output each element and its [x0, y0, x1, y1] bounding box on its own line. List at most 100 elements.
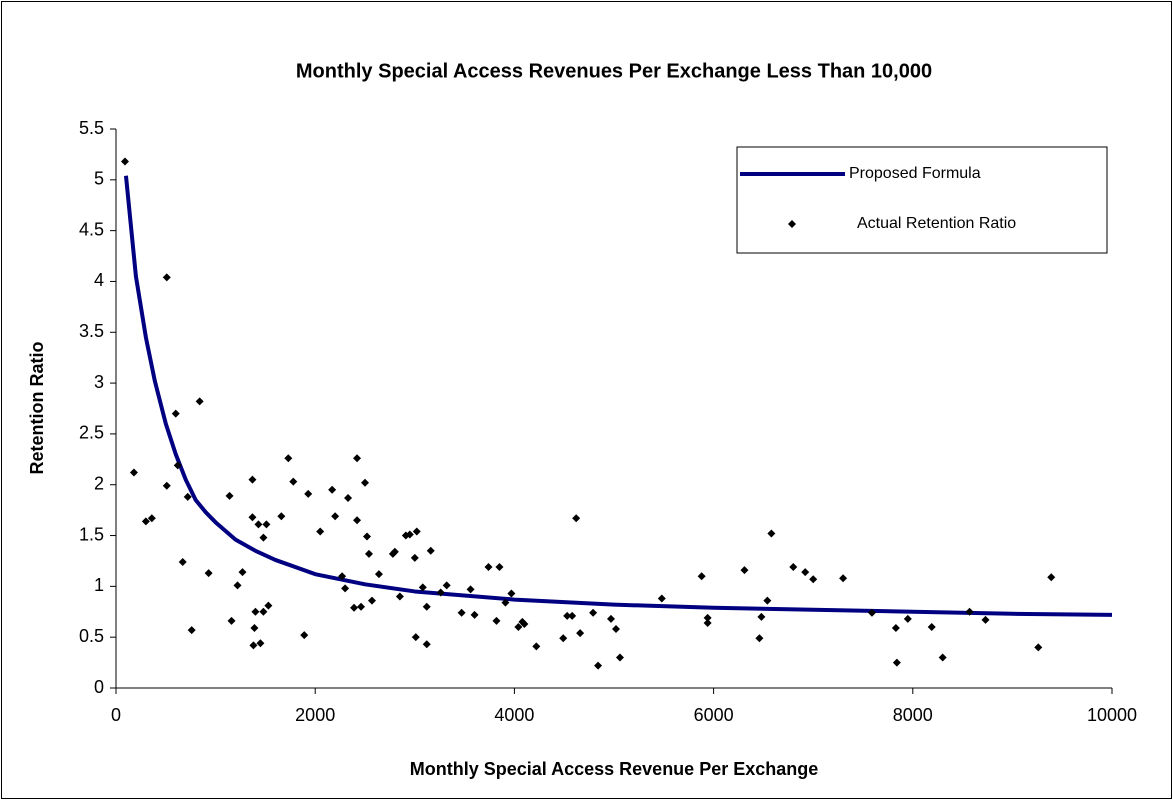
data-point [576, 629, 585, 638]
legend-label: Proposed Formula [849, 165, 981, 182]
data-point [395, 592, 404, 601]
x-tick-label: 10000 [1087, 705, 1137, 725]
x-tick-label: 6000 [694, 705, 734, 725]
data-point [892, 658, 901, 667]
data-point [173, 461, 182, 470]
x-tick-label: 0 [111, 705, 121, 725]
data-point [492, 616, 501, 625]
data-point [248, 475, 257, 484]
legend-marker [788, 220, 796, 228]
y-tick-label: 0.5 [79, 626, 104, 646]
data-point [227, 616, 236, 625]
chart-title: Monthly Special Access Revenues Per Exch… [296, 60, 932, 82]
y-tick-label: 2.5 [79, 423, 104, 443]
data-point [410, 553, 419, 562]
data-point [238, 568, 247, 577]
data-point [903, 614, 912, 623]
y-tick-label: 0 [94, 677, 104, 697]
data-point [233, 581, 242, 590]
data-point [338, 572, 347, 581]
data-point [204, 569, 213, 578]
data-point [171, 409, 180, 418]
data-point [353, 454, 362, 463]
data-point [300, 631, 309, 640]
y-tick-label: 3 [94, 372, 104, 392]
x-tick-label: 8000 [893, 705, 933, 725]
data-point [362, 532, 371, 541]
data-point [470, 610, 479, 619]
legend-label: Actual Retention Ratio [857, 215, 1016, 232]
data-point [514, 623, 523, 632]
y-tick-label: 1.5 [79, 524, 104, 544]
data-point [589, 608, 598, 617]
data-point [405, 530, 414, 539]
data-point [183, 492, 192, 501]
data-point [507, 589, 516, 598]
data-point [426, 546, 435, 555]
data-point [839, 574, 848, 583]
data-point [763, 596, 772, 605]
x-tick-label: 4000 [494, 705, 534, 725]
data-point [466, 585, 475, 594]
data-point [251, 607, 260, 616]
data-point [422, 602, 431, 611]
data-point [141, 517, 150, 526]
y-tick-label: 3.5 [79, 321, 104, 341]
data-point [350, 603, 359, 612]
data-point [284, 454, 293, 463]
data-point [304, 489, 313, 498]
data-point [559, 634, 568, 643]
data-point [563, 611, 572, 620]
data-point [495, 563, 504, 572]
data-point [755, 634, 764, 643]
data-point [316, 527, 325, 536]
data-point [248, 513, 257, 522]
data-point [532, 642, 541, 651]
data-point [594, 661, 603, 670]
data-point [442, 581, 451, 590]
data-point [225, 491, 234, 500]
data-point [981, 615, 990, 624]
data-point [703, 618, 712, 627]
data-point [740, 566, 749, 575]
data-point [331, 512, 340, 521]
data-point [801, 568, 810, 577]
data-point [615, 653, 624, 662]
x-axis-label: Monthly Special Access Revenue Per Excha… [410, 759, 819, 779]
data-point [367, 596, 376, 605]
data-point [195, 397, 204, 406]
data-point [767, 529, 776, 538]
data-point [436, 588, 445, 597]
formula-line [123, 175, 1113, 617]
data-point [572, 514, 581, 523]
data-point [120, 157, 129, 166]
data-point [867, 608, 876, 617]
data-point [411, 633, 420, 642]
y-tick-label: 5.5 [79, 118, 104, 138]
data-point [1034, 643, 1043, 652]
data-point [938, 653, 947, 662]
y-tick-label: 1 [94, 575, 104, 595]
data-point [520, 619, 529, 628]
data-point [809, 575, 818, 584]
data-point [162, 481, 171, 490]
data-point [250, 624, 259, 633]
data-point [457, 608, 466, 617]
data-point [1047, 573, 1056, 582]
data-point [422, 640, 431, 649]
data-point [259, 533, 268, 542]
data-point [374, 570, 383, 579]
data-point [187, 626, 196, 635]
data-point [891, 624, 900, 633]
legend-box [736, 146, 1108, 254]
data-point [353, 516, 362, 525]
data-point [757, 612, 766, 621]
data-point [789, 563, 798, 572]
data-point [703, 613, 712, 622]
data-point [264, 601, 273, 610]
data-point [162, 273, 171, 282]
data-point [927, 623, 936, 632]
data-point [657, 594, 666, 603]
